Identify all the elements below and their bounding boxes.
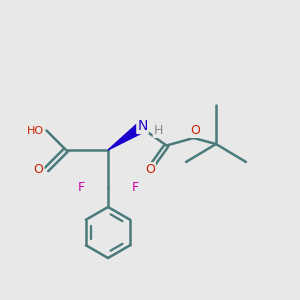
Text: F: F	[77, 181, 85, 194]
Text: HO: HO	[26, 125, 44, 136]
Text: H: H	[154, 124, 163, 137]
Text: F: F	[131, 181, 139, 194]
Polygon shape	[108, 123, 144, 150]
Text: O: O	[34, 163, 44, 176]
Text: O: O	[190, 124, 200, 137]
Text: N: N	[137, 119, 148, 133]
Text: O: O	[145, 163, 155, 176]
